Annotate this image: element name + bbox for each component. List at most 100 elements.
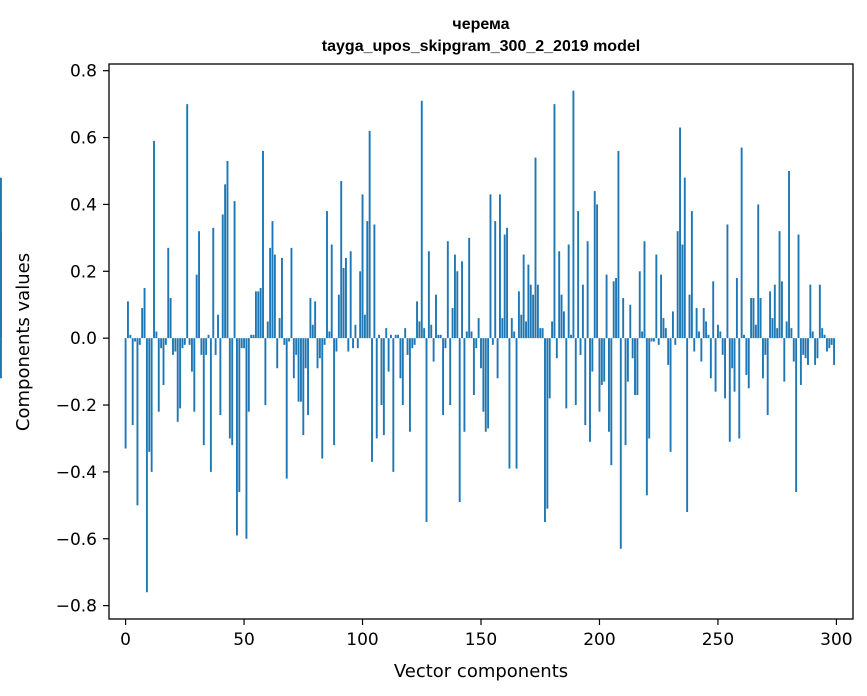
bar-236 bbox=[683, 177, 686, 339]
plot-frame bbox=[108, 63, 854, 620]
bar-43 bbox=[226, 160, 229, 339]
bar-158 bbox=[499, 194, 501, 339]
bar-225 bbox=[657, 338, 660, 345]
bar-214 bbox=[631, 338, 634, 359]
bar-19 bbox=[169, 298, 172, 339]
bar-270 bbox=[764, 338, 767, 355]
bar-237 bbox=[686, 338, 689, 513]
bar-36 bbox=[209, 338, 212, 472]
bar-92 bbox=[342, 267, 345, 339]
bar-279 bbox=[785, 321, 788, 339]
bar-257 bbox=[733, 338, 736, 392]
bar-59 bbox=[264, 338, 267, 406]
bar-117 bbox=[401, 338, 404, 406]
bar-227 bbox=[662, 318, 665, 339]
bar-271 bbox=[766, 338, 769, 416]
bar-12 bbox=[153, 140, 155, 339]
bar-167 bbox=[520, 314, 523, 339]
bar-53 bbox=[250, 334, 253, 339]
bar-221 bbox=[648, 338, 651, 439]
bar-231 bbox=[671, 311, 674, 339]
bar-63 bbox=[273, 254, 276, 339]
bar-216 bbox=[636, 338, 639, 395]
bar-29 bbox=[193, 338, 196, 412]
bar-34 bbox=[205, 338, 208, 355]
x-tick-label-250: 250 bbox=[702, 630, 734, 650]
bar-174 bbox=[536, 284, 539, 339]
bar-82 bbox=[318, 338, 321, 359]
bar-223 bbox=[653, 338, 655, 342]
bar-269 bbox=[762, 338, 764, 379]
bar-9 bbox=[145, 338, 148, 593]
bar-20 bbox=[172, 338, 174, 355]
x-axis-label: Vector components bbox=[394, 661, 568, 682]
bar-258 bbox=[735, 277, 738, 339]
bar-281 bbox=[790, 328, 793, 339]
bar-108 bbox=[380, 338, 383, 406]
bar-107 bbox=[378, 334, 381, 339]
bar-261 bbox=[743, 334, 745, 339]
bar-81 bbox=[316, 338, 319, 369]
bar-33 bbox=[202, 338, 205, 446]
bar-297 bbox=[828, 338, 831, 349]
bar-39 bbox=[217, 314, 219, 339]
y-axis-label: Components values bbox=[13, 253, 34, 431]
bar-41 bbox=[221, 214, 224, 339]
bar-88 bbox=[333, 338, 336, 446]
bar-264 bbox=[750, 298, 753, 339]
bar-291 bbox=[814, 338, 817, 365]
bar-28 bbox=[190, 338, 193, 372]
bar-157 bbox=[496, 338, 499, 379]
bar-111 bbox=[387, 338, 390, 372]
bar-276 bbox=[778, 231, 781, 339]
bar-228 bbox=[664, 328, 667, 339]
bar-298 bbox=[830, 338, 833, 345]
y-axis-ticks: −0.8 −0.6 −0.4 −0.2 0.0 0.2 0.4 0.6 0.8 bbox=[56, 62, 109, 617]
bar-35 bbox=[207, 334, 210, 339]
bar-184 bbox=[560, 294, 563, 339]
bar-24 bbox=[181, 338, 184, 349]
bar-undefined bbox=[0, 177, 2, 339]
bar-116 bbox=[399, 338, 402, 379]
bar-156 bbox=[494, 221, 497, 339]
bar-287 bbox=[804, 338, 807, 359]
bar-57 bbox=[259, 288, 262, 339]
bar-67 bbox=[283, 338, 286, 345]
bar-95 bbox=[349, 251, 352, 339]
bar-176 bbox=[541, 328, 544, 339]
bar-0 bbox=[124, 338, 127, 449]
bar-21 bbox=[174, 338, 177, 352]
bar-280 bbox=[788, 170, 790, 339]
bar-224 bbox=[655, 254, 658, 339]
bar-289 bbox=[809, 284, 812, 339]
bar-197 bbox=[591, 338, 594, 372]
bar-253 bbox=[724, 338, 726, 399]
bar-169 bbox=[525, 321, 527, 339]
bar-123 bbox=[416, 301, 418, 339]
bar-62 bbox=[271, 221, 274, 339]
bar-136 bbox=[446, 241, 449, 339]
bar-133 bbox=[439, 334, 442, 339]
bar-44 bbox=[228, 338, 231, 439]
bar-124 bbox=[418, 321, 421, 339]
bar-4 bbox=[134, 338, 137, 342]
bar-54 bbox=[252, 334, 255, 339]
bar-252 bbox=[721, 338, 724, 355]
bar-50 bbox=[243, 338, 246, 349]
bar-101 bbox=[363, 314, 366, 339]
bar-243 bbox=[700, 338, 703, 362]
bar-246 bbox=[707, 334, 710, 339]
bar-131 bbox=[435, 294, 437, 339]
bar-145 bbox=[468, 237, 471, 339]
bar-210 bbox=[622, 298, 625, 339]
bar-290 bbox=[811, 331, 814, 339]
bar-10 bbox=[148, 338, 151, 452]
bar-286 bbox=[802, 338, 805, 355]
bar-146 bbox=[470, 331, 473, 339]
bar-97 bbox=[354, 324, 357, 339]
bar-40 bbox=[219, 338, 222, 416]
bar-96 bbox=[352, 338, 354, 349]
bar-115 bbox=[397, 334, 400, 339]
bar-5 bbox=[136, 338, 139, 506]
bar-86 bbox=[328, 331, 331, 339]
